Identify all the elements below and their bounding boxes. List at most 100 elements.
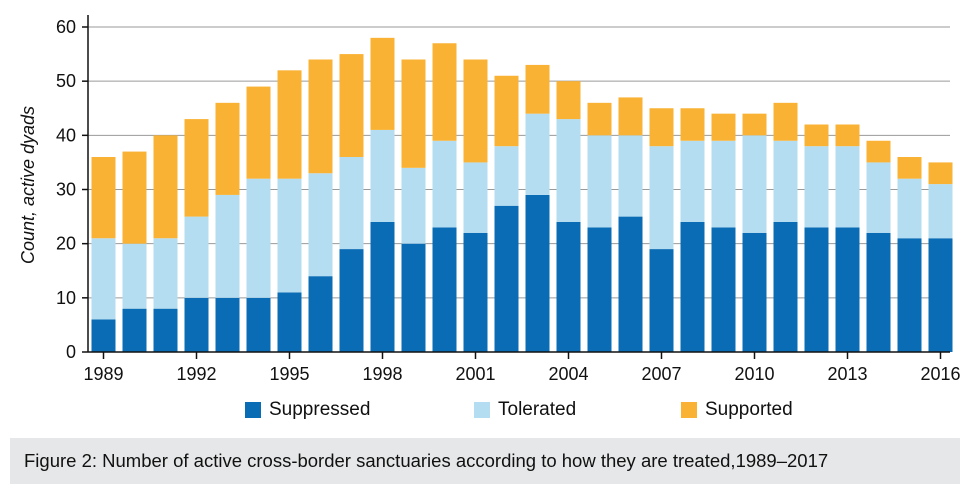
legend-item-tolerated: Tolerated [474, 396, 576, 424]
legend-label-suppressed: Suppressed [269, 399, 371, 420]
bar-suppressed-1990 [122, 308, 147, 352]
bars [91, 37, 953, 352]
bar-tolerated-2007 [649, 146, 674, 250]
y-tick-label: 40 [56, 125, 76, 145]
bar-supported-1993 [215, 102, 240, 195]
y-tick-label: 10 [56, 288, 76, 308]
x-tick-label: 1995 [269, 364, 309, 384]
bar-tolerated-1996 [308, 173, 333, 277]
bar-suppressed-1998 [370, 222, 395, 352]
bar-tolerated-2005 [587, 135, 612, 228]
figure-caption-text: Figure 2: Number of active cross-border … [24, 450, 829, 471]
bar-tolerated-2001 [463, 162, 488, 233]
bar-supported-1997 [339, 54, 364, 158]
bar-supported-1992 [184, 119, 209, 217]
y-tick-label: 50 [56, 71, 76, 91]
legend-label-supported: Supported [705, 399, 793, 420]
y-tick-label: 20 [56, 234, 76, 254]
bar-tolerated-2004 [556, 119, 581, 222]
x-tick-label: 2001 [455, 364, 495, 384]
bar-tolerated-1989 [91, 238, 116, 320]
x-tick-label: 2004 [548, 364, 588, 384]
bar-supported-2002 [494, 75, 519, 147]
bar-suppressed-2010 [742, 232, 767, 352]
legend-swatch-suppressed [245, 402, 261, 418]
bar-tolerated-2006 [618, 135, 643, 217]
bar-supported-2016 [928, 162, 953, 185]
bar-tolerated-1994 [246, 178, 271, 298]
x-tick-label: 1989 [83, 364, 123, 384]
bar-suppressed-2005 [587, 227, 612, 352]
bar-supported-2014 [866, 140, 891, 163]
bar-suppressed-1994 [246, 297, 271, 352]
bar-supported-1998 [370, 37, 395, 130]
bar-tolerated-2016 [928, 184, 953, 239]
bar-tolerated-2000 [432, 140, 457, 228]
bar-suppressed-2006 [618, 216, 643, 352]
x-tick-label: 2016 [920, 364, 960, 384]
bar-suppressed-2009 [711, 227, 736, 352]
y-axis-label: Count, active dyads [18, 106, 38, 264]
bar-suppressed-2002 [494, 205, 519, 352]
bar-tolerated-1990 [122, 243, 147, 309]
bar-suppressed-2016 [928, 238, 953, 352]
bar-suppressed-2008 [680, 222, 705, 352]
x-tick-label: 1992 [176, 364, 216, 384]
bar-suppressed-2012 [804, 227, 829, 352]
bar-tolerated-1997 [339, 157, 364, 250]
bar-suppressed-2011 [773, 222, 798, 352]
bar-suppressed-1999 [401, 243, 426, 352]
bar-supported-1999 [401, 59, 426, 168]
bar-suppressed-2015 [897, 238, 922, 352]
bar-supported-2006 [618, 97, 643, 136]
bar-tolerated-1992 [184, 216, 209, 298]
bar-tolerated-2003 [525, 113, 550, 195]
axes: 0 10 20 30 40 50 60 1989 1992 1995 1998 2001 2004 200… [56, 15, 961, 384]
bar-supported-2005 [587, 102, 612, 136]
bar-suppressed-1992 [184, 297, 209, 352]
legend-swatch-supported [681, 402, 697, 418]
bar-tolerated-1998 [370, 129, 395, 222]
bar-tolerated-2009 [711, 140, 736, 228]
bar-supported-1996 [308, 59, 333, 174]
bar-supported-2007 [649, 108, 674, 147]
x-tick-label: 1998 [362, 364, 402, 384]
bar-tolerated-2014 [866, 162, 891, 233]
bar-supported-2004 [556, 81, 581, 120]
bar-supported-2013 [835, 124, 860, 147]
bar-supported-2000 [432, 43, 457, 141]
bar-tolerated-1991 [153, 238, 178, 309]
bar-supported-1994 [246, 86, 271, 179]
x-tick-label: 2007 [641, 364, 681, 384]
bar-supported-2012 [804, 124, 829, 147]
bar-supported-1990 [122, 151, 147, 244]
bar-tolerated-2008 [680, 140, 705, 222]
bar-supported-2003 [525, 64, 550, 114]
bar-supported-1989 [91, 157, 116, 239]
legend-swatch-tolerated [474, 402, 490, 418]
bar-supported-2009 [711, 113, 736, 141]
bar-suppressed-2007 [649, 249, 674, 352]
bar-tolerated-2011 [773, 140, 798, 222]
bar-suppressed-2001 [463, 232, 488, 352]
bar-suppressed-1995 [277, 292, 302, 352]
bar-suppressed-2004 [556, 222, 581, 352]
bar-tolerated-2012 [804, 146, 829, 228]
bar-tolerated-1993 [215, 194, 240, 298]
figure-caption: Figure 2: Number of active cross-border … [10, 438, 960, 484]
bar-supported-2010 [742, 113, 767, 136]
y-tick-label: 60 [56, 17, 76, 37]
bar-supported-1991 [153, 135, 178, 239]
x-tick-label: 2013 [827, 364, 867, 384]
bar-suppressed-2014 [866, 232, 891, 352]
bar-tolerated-2015 [897, 178, 922, 239]
bar-tolerated-2013 [835, 146, 860, 228]
bar-tolerated-2010 [742, 135, 767, 233]
stacked-bar-chart: Count, active dyads 0 10 20 30 40 50 60 1989 199… [18, 15, 961, 384]
legend-label-tolerated: Tolerated [498, 399, 577, 420]
bar-tolerated-1995 [277, 178, 302, 293]
bar-suppressed-1993 [215, 297, 240, 352]
bar-suppressed-1997 [339, 249, 364, 352]
bar-suppressed-2000 [432, 227, 457, 352]
bar-suppressed-2013 [835, 227, 860, 352]
